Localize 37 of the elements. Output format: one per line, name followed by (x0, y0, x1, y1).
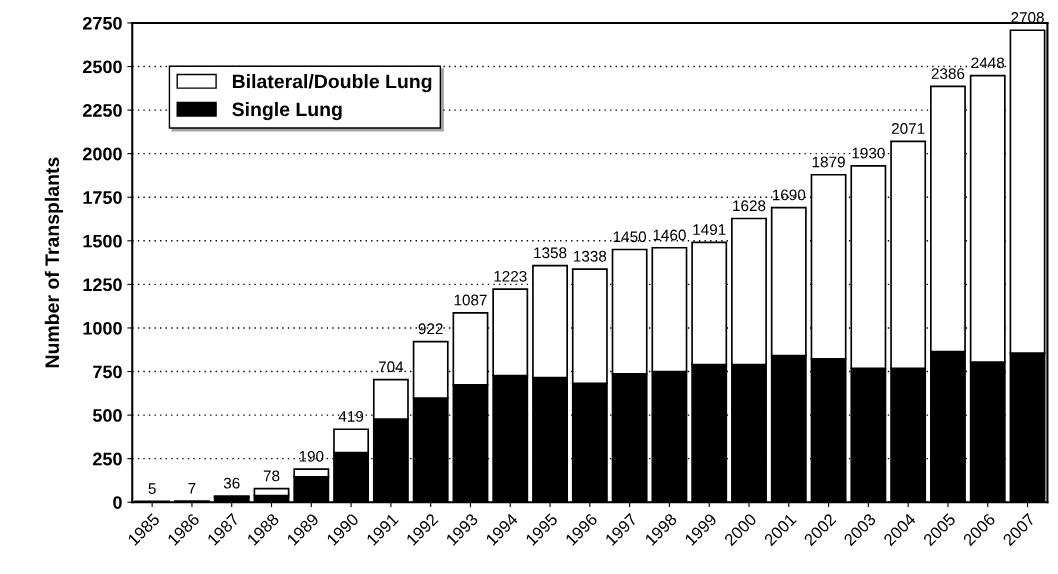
total-label: 1879 (812, 156, 845, 168)
total-label: 1223 (494, 270, 527, 282)
total-label: 1491 (693, 224, 726, 236)
y-tick-label: 1000 (83, 321, 122, 335)
y-tick-label: 2250 (82, 104, 122, 117)
total-label: 2448 (971, 57, 1005, 69)
y-tick-label: 1250 (83, 278, 122, 292)
total-label: 1460 (653, 229, 686, 241)
total-label: 7 (188, 482, 196, 494)
y-tick-label: 2500 (82, 60, 122, 74)
y-tick-label: 750 (93, 365, 122, 379)
total-label: 419 (338, 411, 364, 422)
y-tick-label: 2000 (82, 147, 122, 161)
y-tick-label: 2750 (82, 16, 122, 30)
total-label: 1338 (574, 250, 607, 262)
y-axis-title: Number of Transplants (44, 157, 63, 368)
y-tick-label: 500 (92, 409, 122, 422)
total-label: 1358 (534, 247, 567, 259)
legend-label: Single Lung (232, 101, 342, 121)
total-label: 704 (378, 361, 404, 373)
legend-label: Bilateral/Double Lung (232, 74, 432, 93)
total-label: 922 (418, 323, 443, 335)
y-tick-label: 250 (93, 452, 122, 466)
total-label: 1690 (772, 189, 806, 201)
total-label: 36 (223, 477, 240, 489)
y-tick-label: 0 (113, 496, 122, 509)
y-tick-label: 1500 (83, 234, 122, 248)
total-label: 78 (263, 470, 280, 482)
y-tick-label: 1750 (83, 191, 122, 204)
total-label: 1628 (733, 200, 766, 212)
total-label: 5 (148, 483, 156, 494)
total-label: 1087 (454, 294, 487, 306)
total-label: 1450 (613, 231, 647, 243)
total-label: 190 (299, 450, 324, 462)
total-label: 2386 (931, 68, 965, 80)
total-label: 1930 (852, 147, 885, 159)
total-label: 2071 (891, 123, 925, 134)
